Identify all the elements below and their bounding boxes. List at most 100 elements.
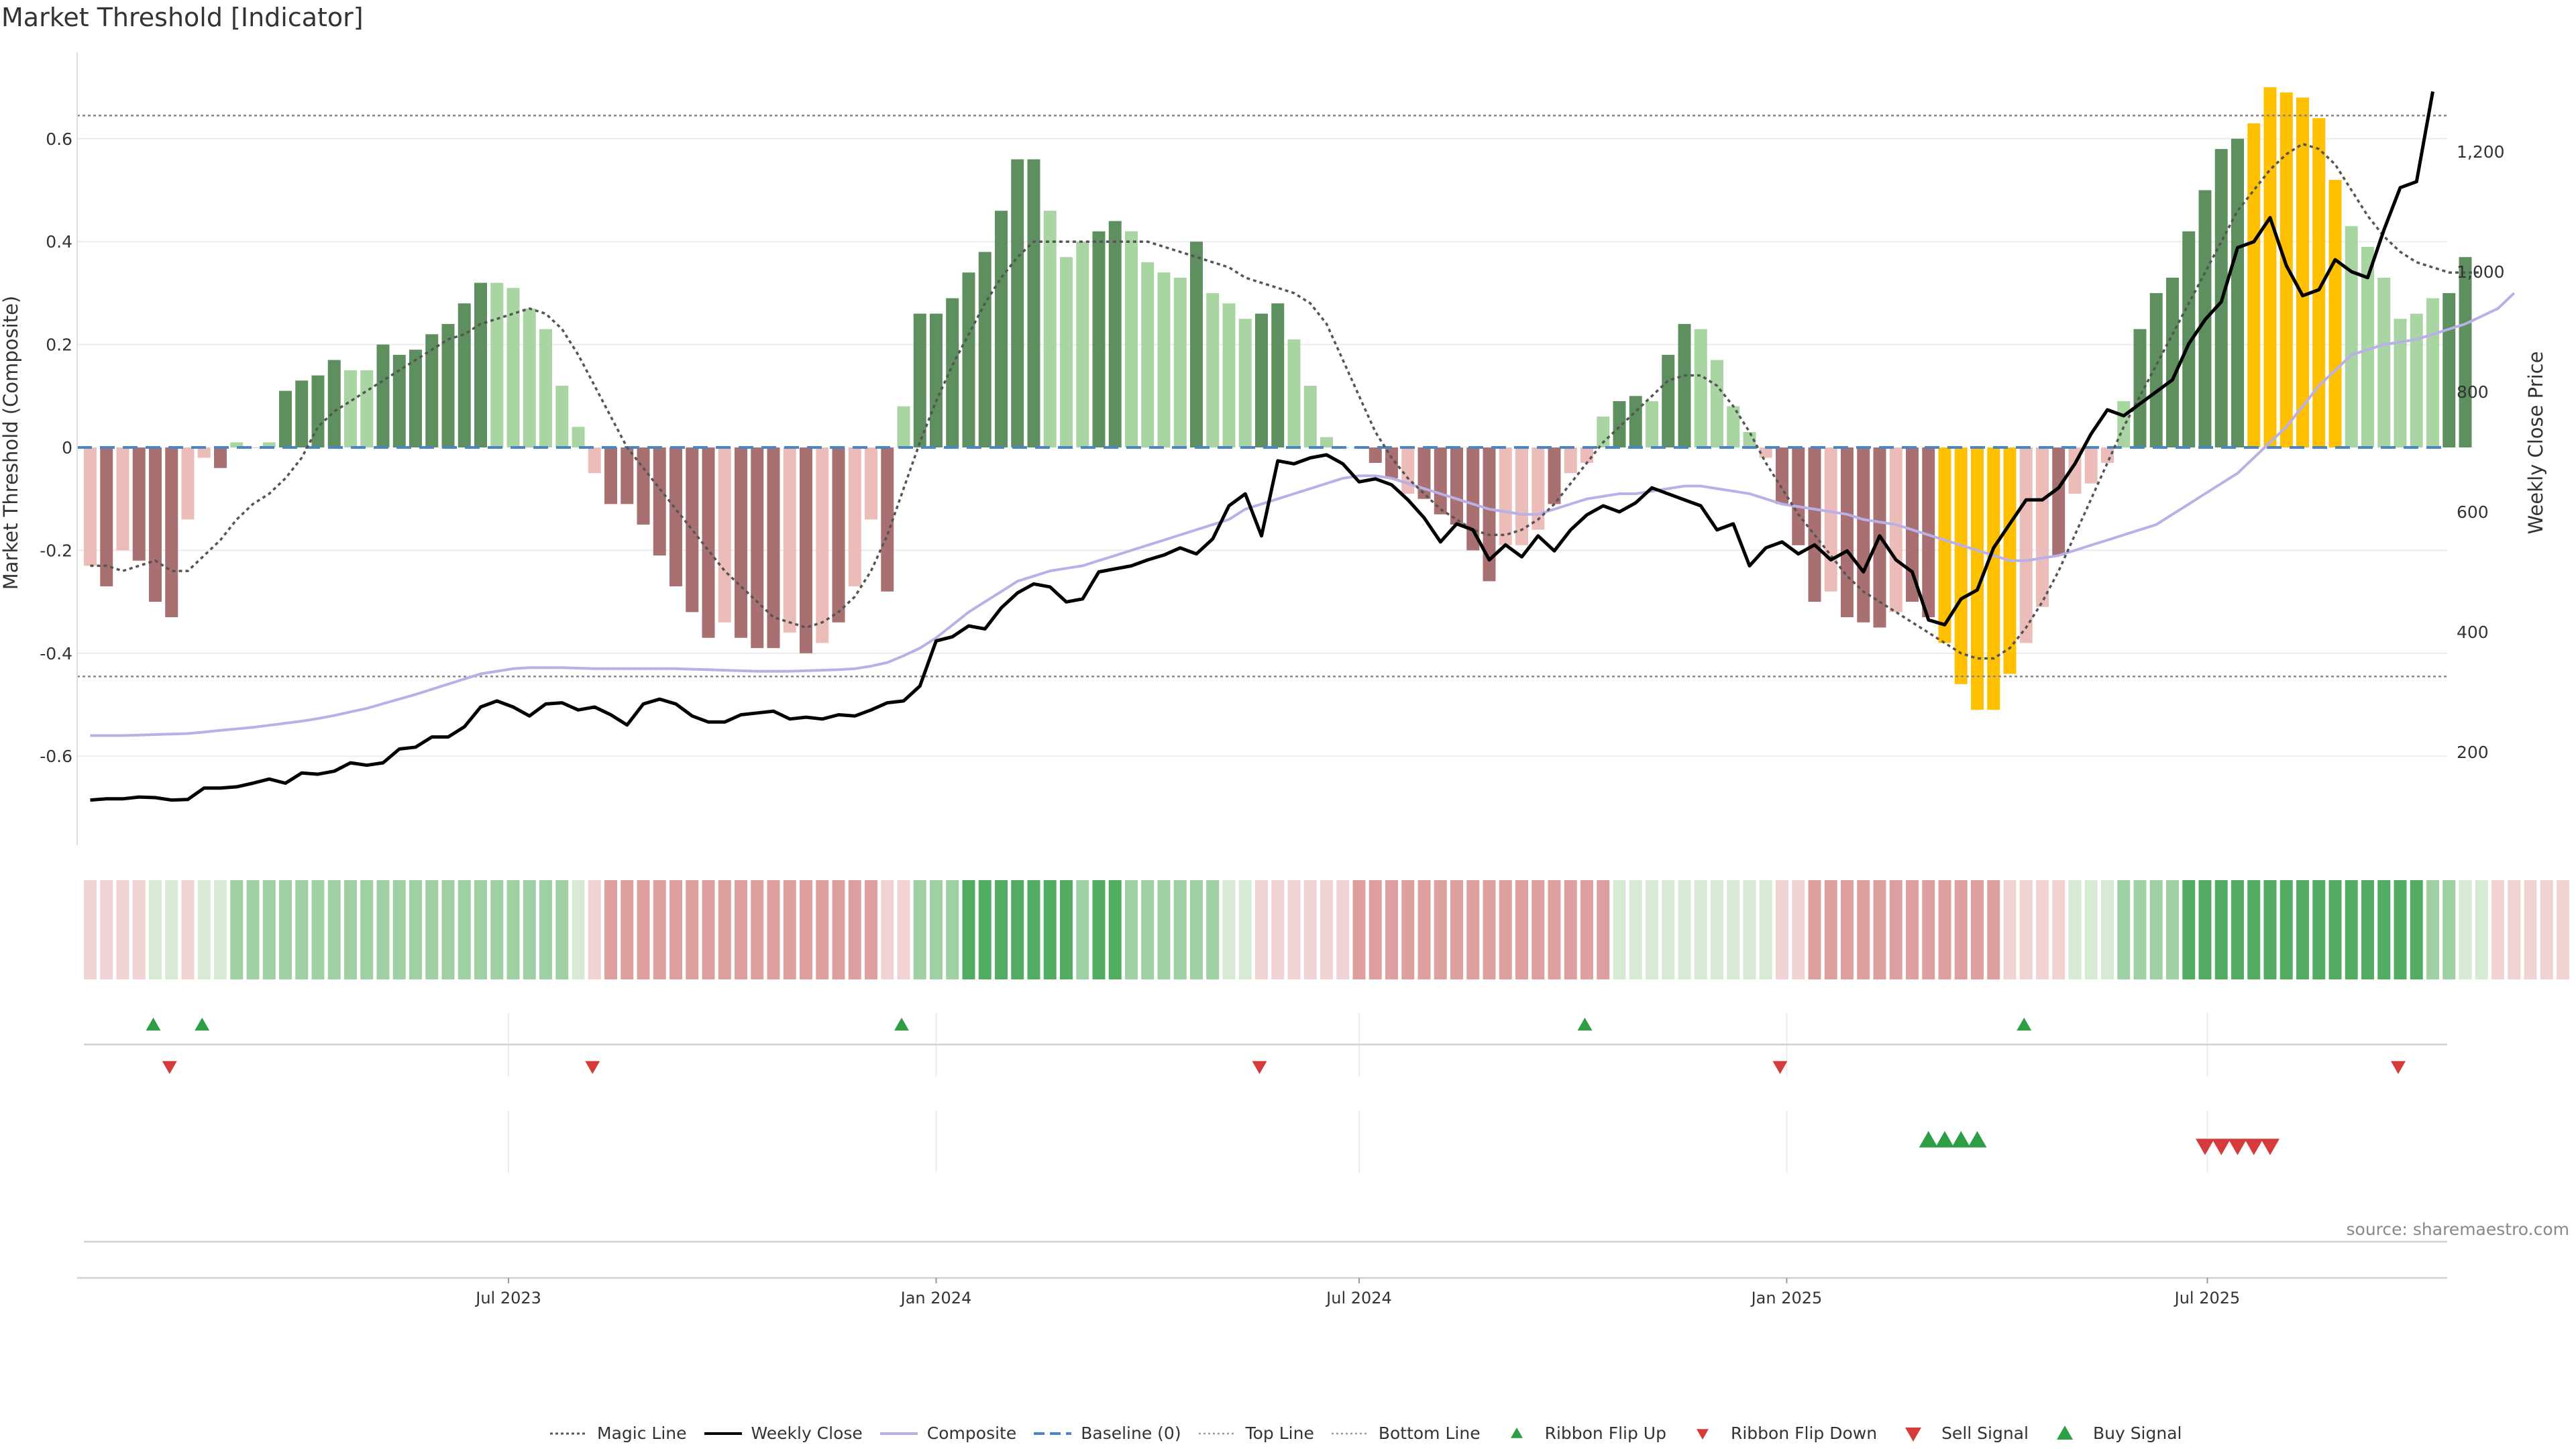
composite-bar [1727,406,1740,447]
ribbon-cell [2508,880,2521,979]
composite-bar [376,344,390,447]
composite-bar [1597,416,1610,447]
composite-bar [1857,447,1870,623]
composite-bar [2133,329,2147,447]
ribbon-cell [1938,880,1951,979]
composite-bar [1092,231,1106,447]
ribbon-cell [1027,880,1040,979]
composite-bar [978,252,991,447]
legend-swatch-triangle-down-icon [1905,1427,1922,1442]
ribbon-cell [2540,880,2553,979]
ribbon-flip-up-marker [2017,1018,2032,1031]
composite-bar [1271,303,1285,447]
sell-signal-marker [2261,1138,2279,1155]
composite-bar [1564,447,1577,474]
composite-bar [897,406,910,447]
composite-bar [930,313,943,447]
ribbon-cell [1336,880,1350,979]
ribbon-cell [344,880,357,979]
composite-bar [1532,447,1545,530]
ribbon-cell [2345,880,2358,979]
ribbon-cell [181,880,195,979]
sell-signal-marker [2228,1138,2247,1155]
ribbon-cell [2198,880,2212,979]
x-tick-label: Jul 2023 [474,1289,541,1307]
ribbon-cell [1987,880,2000,979]
legend-label: Buy Signal [2092,1424,2182,1443]
composite-bar [1613,400,1626,447]
ribbon-cell [718,880,731,979]
ribbon-flip-down-marker [162,1061,177,1074]
composite-bar [2345,226,2358,447]
main-axes: 0.6 0.4 0.2 0 -0.2 -0.4 -0.6 1,200 1,000 800 600 40… [0,52,2547,845]
ribbon-cell [116,880,129,979]
ribbon-cell [1141,880,1155,979]
y2-tick-label: 1,200 [2457,142,2505,162]
x-axis: Jul 2023 Jan 2024 Jul 2024 Jan 2025 Jul 2025 [77,1277,2447,1307]
ribbon-cell [523,880,536,979]
composite-line [90,292,2516,737]
ribbon-cell [2263,880,2277,979]
composite-bar [1157,272,1171,447]
composite-bar [230,442,244,447]
ribbon-cell [1515,880,1528,979]
composite-bar [1385,447,1398,479]
composite-bar [2328,180,2342,447]
ribbon-cell [1320,880,1333,979]
composite-bar [1190,241,1203,447]
x-tick-label: Jan 2025 [1750,1289,1823,1307]
ribbon-cell [2312,880,2326,979]
legend-item: Top Line [1197,1424,1314,1443]
y-tick-label: 0 [62,438,72,458]
legend-item: Composite [879,1424,1016,1443]
ribbon-cell [555,880,569,979]
legend-label: Top Line [1245,1424,1314,1443]
ribbon-cell [2491,880,2504,979]
composite-bar [962,272,975,447]
ribbon-cell [2524,880,2537,979]
composite-bar [181,447,195,520]
ribbon-cell [2149,880,2163,979]
ribbon-cell [1222,880,1236,979]
ribbon-cell [100,880,113,979]
composite-bar [1417,447,1431,499]
composite-bar [392,354,406,447]
legend-label: Sell Signal [1941,1424,2029,1443]
composite-bar [2052,447,2065,556]
ribbon-cell [702,880,715,979]
ribbon-cell [946,880,959,979]
composite-bar [751,447,764,649]
ribbon-cell [1385,880,1398,979]
ribbon-cell [392,880,406,979]
source-note: source: sharemaestro.com [2346,1220,2570,1239]
composite-bar [2019,447,2033,643]
ribbon-cell [1043,880,1057,979]
ribbon-cell [1711,880,1723,979]
composite-bar [214,447,227,468]
ribbon-cell [409,880,422,979]
legend-swatch-triangle-down-icon [1696,1428,1709,1440]
ribbon-cell [1873,880,1886,979]
chart-title: Market Threshold [Indicator] [1,3,364,32]
composite-bar [1759,447,1772,458]
ribbon-cell [149,880,162,979]
composite-bar [1889,447,1902,612]
ribbon-flip-up-marker [146,1018,161,1031]
ribbon-cell [1238,880,1252,979]
composite-bar [84,447,97,566]
ribbon-cell [1125,880,1138,979]
ribbon-cell [1597,880,1610,979]
composite-bar [165,447,178,618]
composite-bar [311,375,325,447]
composite-bar [1743,431,1756,447]
legend-swatch-triangle-up-icon [1510,1427,1523,1438]
composite-bar [1483,447,1496,582]
composite-bar [1711,360,1723,447]
ribbon-cell [1971,880,1984,979]
ribbon-cell [1629,880,1642,979]
ribbon-cell [1173,880,1187,979]
composite-bar [197,447,211,458]
ribbon-cell [506,880,520,979]
ribbon-cell [930,880,943,979]
composite-bar [1662,354,1675,447]
